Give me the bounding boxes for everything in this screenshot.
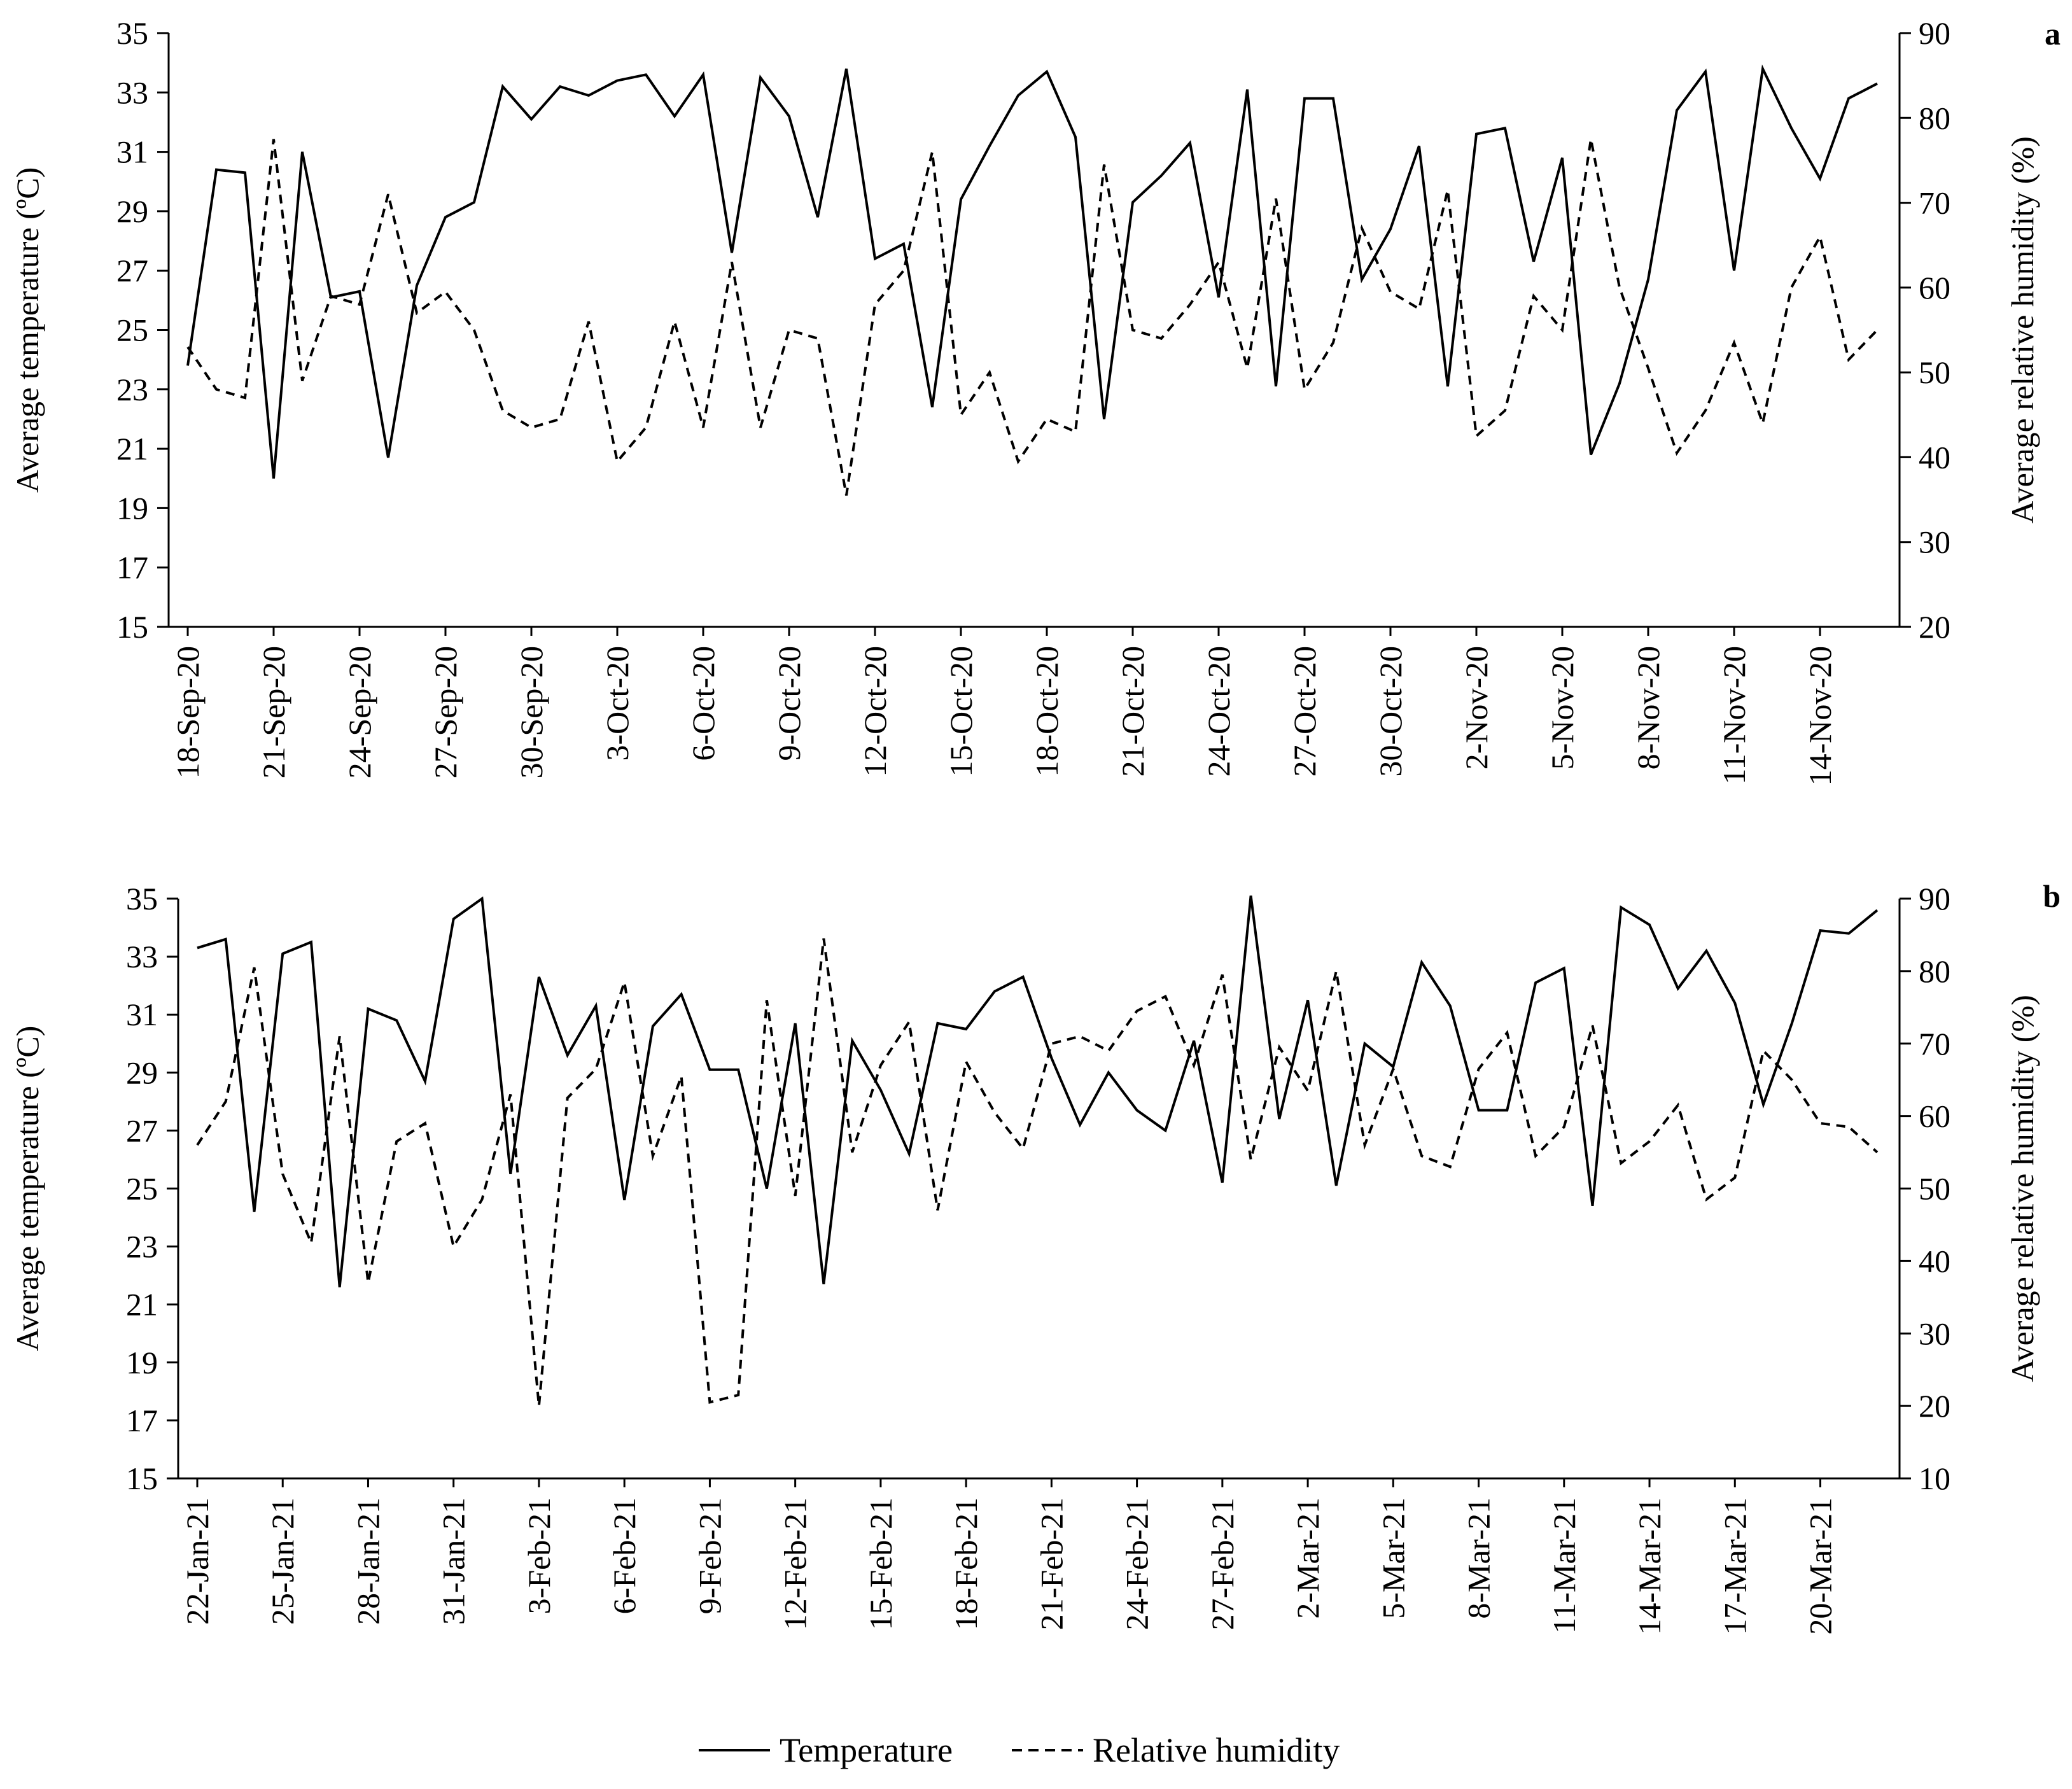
x-tick-label: 17-Mar-21 xyxy=(1717,1498,1753,1635)
left-y-tick-label: 33 xyxy=(126,939,158,974)
left-y-tick-label: 17 xyxy=(126,1403,158,1438)
x-tick-label: 8-Mar-21 xyxy=(1461,1498,1497,1619)
legend: Temperature Relative humidity xyxy=(699,1731,1340,1769)
x-tick-label: 9-Feb-21 xyxy=(692,1498,727,1614)
left-y-tick-label: 31 xyxy=(116,134,148,170)
right-y-tick-label: 60 xyxy=(1919,270,1950,305)
right-y-tick-label: 20 xyxy=(1919,1388,1950,1424)
x-tick-label: 18-Feb-21 xyxy=(948,1498,984,1630)
x-tick-label: 30-Oct-20 xyxy=(1373,646,1408,777)
right-y-tick-label: 40 xyxy=(1919,439,1950,475)
x-tick-label: 11-Mar-21 xyxy=(1546,1498,1582,1634)
right-y-tick-label: 10 xyxy=(1919,1461,1950,1496)
left-y-tick-label: 27 xyxy=(116,253,148,288)
x-tick-label: 30-Sep-20 xyxy=(514,646,549,778)
x-tick-label: 15-Feb-21 xyxy=(863,1498,899,1630)
left-y-tick-label: 33 xyxy=(116,74,148,110)
left-y-axis-title: Average temperature (ºC) xyxy=(10,1026,45,1352)
left-y-tick-label: 27 xyxy=(126,1112,158,1148)
right-y-tick-label: 90 xyxy=(1919,881,1950,916)
x-tick-label: 22-Jan-21 xyxy=(179,1498,215,1625)
x-tick-label: 21-Feb-21 xyxy=(1033,1498,1069,1630)
humidity-series-line xyxy=(196,938,1879,1407)
x-tick-label: 3-Feb-21 xyxy=(521,1498,557,1614)
x-tick-label: 2-Nov-20 xyxy=(1459,646,1494,769)
temperature-series-line xyxy=(197,895,1879,1287)
x-tick-label: 11-Nov-20 xyxy=(1716,646,1752,785)
x-tick-label: 5-Mar-21 xyxy=(1375,1498,1411,1619)
left-y-tick-label: 23 xyxy=(116,372,148,407)
x-tick-label: 21-Sep-20 xyxy=(256,646,291,778)
left-y-tick-label: 31 xyxy=(126,997,158,1032)
left-y-tick-label: 25 xyxy=(126,1171,158,1207)
right-y-tick-label: 80 xyxy=(1919,100,1950,136)
x-tick-label: 15-Oct-20 xyxy=(943,646,979,777)
right-y-tick-label: 50 xyxy=(1919,1171,1950,1207)
x-tick-label: 24-Oct-20 xyxy=(1201,646,1236,777)
right-y-tick-label: 80 xyxy=(1919,953,1950,989)
left-y-tick-label: 29 xyxy=(126,1055,158,1090)
right-y-tick-label: 70 xyxy=(1919,1026,1950,1062)
left-y-tick-label: 29 xyxy=(116,193,148,229)
right-y-axis-title: Average relative humidity (%) xyxy=(2005,136,2040,524)
right-y-tick-label: 20 xyxy=(1919,609,1950,645)
right-y-tick-label: 90 xyxy=(1919,15,1950,51)
x-tick-label: 18-Sep-20 xyxy=(170,646,206,778)
temperature-series-line xyxy=(186,64,1878,479)
x-tick-label: 3-Oct-20 xyxy=(599,646,635,761)
x-tick-label: 5-Nov-20 xyxy=(1544,646,1580,769)
x-tick-label: 20-Mar-21 xyxy=(1803,1498,1838,1635)
x-tick-label: 28-Jan-21 xyxy=(350,1498,386,1625)
x-tick-label: 14-Nov-20 xyxy=(1802,646,1838,785)
x-tick-label: 12-Oct-20 xyxy=(857,646,893,777)
x-tick-label: 9-Oct-20 xyxy=(771,646,807,761)
x-tick-label: 27-Oct-20 xyxy=(1287,646,1322,777)
x-tick-label: 6-Feb-21 xyxy=(606,1498,642,1614)
x-tick-label: 27-Feb-21 xyxy=(1205,1498,1240,1630)
panel-letter: b xyxy=(2043,878,2061,914)
left-y-tick-label: 15 xyxy=(116,609,148,645)
left-y-tick-label: 19 xyxy=(126,1345,158,1380)
panel-a-chart: 15 17 19 21 23 25 27 29 31 33 35 20 30 40 50 60 70 80 90 18… xyxy=(10,15,2061,785)
x-tick-label: 18-Oct-20 xyxy=(1029,646,1065,777)
x-tick-label: 6-Oct-20 xyxy=(685,646,721,761)
right-y-tick-label: 40 xyxy=(1919,1243,1950,1279)
left-y-tick-label: 15 xyxy=(126,1461,158,1496)
right-y-tick-label: 30 xyxy=(1919,1315,1950,1351)
x-tick-label: 14-Mar-21 xyxy=(1632,1498,1667,1635)
humidity-series-line xyxy=(186,139,1879,496)
x-tick-label: 21-Oct-20 xyxy=(1115,646,1151,777)
left-y-tick-label: 19 xyxy=(116,490,148,526)
panel-b-chart: 15 17 19 21 23 25 27 29 31 33 35 10 20 30 40 50 60 70 80 90… xyxy=(10,878,2061,1635)
right-y-tick-label: 60 xyxy=(1919,1098,1950,1134)
left-y-axis-title: Average temperature (ºC) xyxy=(10,167,45,493)
panel-letter: a xyxy=(2045,16,2061,52)
x-tick-label: 27-Sep-20 xyxy=(428,646,463,778)
left-y-tick-label: 35 xyxy=(126,881,158,916)
right-y-tick-label: 50 xyxy=(1919,354,1950,390)
x-tick-label: 24-Sep-20 xyxy=(342,646,377,778)
left-y-tick-label: 23 xyxy=(126,1229,158,1265)
legend-temperature-label: Temperature xyxy=(780,1731,953,1769)
right-y-axis-title: Average relative humidity (%) xyxy=(2005,995,2040,1382)
left-y-tick-label: 21 xyxy=(116,431,148,467)
legend-humidity-label: Relative humidity xyxy=(1093,1731,1340,1769)
left-y-tick-label: 21 xyxy=(126,1287,158,1322)
left-y-tick-label: 35 xyxy=(116,15,148,51)
x-tick-label: 12-Feb-21 xyxy=(778,1498,813,1630)
right-y-tick-label: 70 xyxy=(1919,185,1950,221)
x-tick-label: 31-Jan-21 xyxy=(436,1498,472,1625)
x-tick-label: 8-Nov-20 xyxy=(1630,646,1666,769)
x-tick-label: 24-Feb-21 xyxy=(1119,1498,1155,1630)
left-y-tick-label: 17 xyxy=(116,550,148,586)
x-tick-label: 2-Mar-21 xyxy=(1290,1498,1326,1619)
left-y-tick-label: 25 xyxy=(116,312,148,348)
x-tick-label: 25-Jan-21 xyxy=(265,1498,300,1625)
right-y-tick-label: 30 xyxy=(1919,524,1950,560)
